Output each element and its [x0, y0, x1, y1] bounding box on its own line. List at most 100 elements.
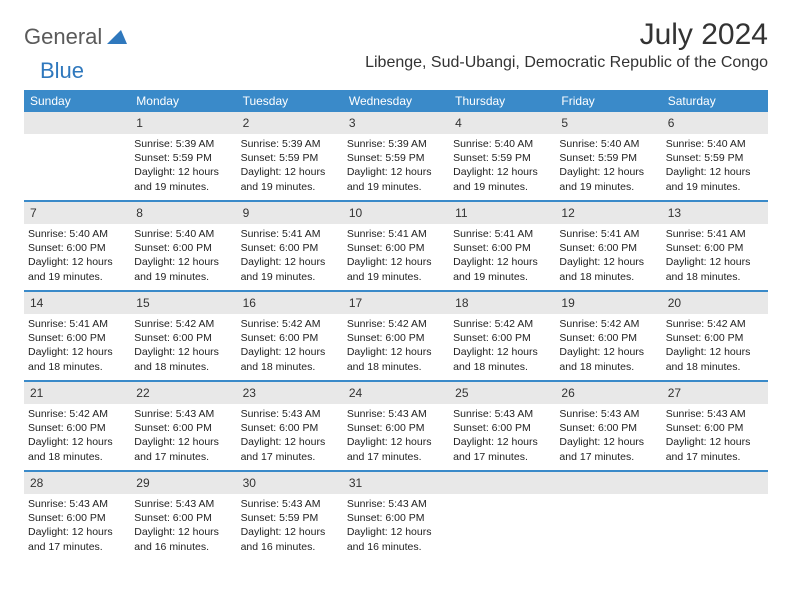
day-number-stripe: 12 [555, 202, 661, 224]
day-cell: 9 Sunrise: 5:41 AMSunset: 6:00 PMDaylight… [237, 202, 343, 290]
day-info: Sunrise: 5:40 AMSunset: 6:00 PMDaylight:… [134, 227, 232, 284]
day-cell: . [555, 472, 661, 560]
day-info: Sunrise: 5:42 AMSunset: 6:00 PMDaylight:… [28, 407, 126, 464]
day-cell: 1 Sunrise: 5:39 AMSunset: 5:59 PMDaylight… [130, 112, 236, 200]
day-cell: . [449, 472, 555, 560]
day-info: Sunrise: 5:41 AMSunset: 6:00 PMDaylight:… [241, 227, 339, 284]
day-number: 28 [30, 476, 43, 490]
day-cell: 2Sunrise: 5:39 AMSunset: 5:59 PMDaylight… [237, 112, 343, 200]
dow-fri: Friday [555, 90, 661, 112]
day-info: Sunrise: 5:43 AMSunset: 6:00 PMDaylight:… [134, 407, 232, 464]
day-number-stripe: 22 [130, 382, 236, 404]
day-number: 22 [136, 386, 149, 400]
dow-mon: Monday [130, 90, 236, 112]
day-info: Sunrise: 5:41 AMSunset: 6:00 PMDaylight:… [347, 227, 445, 284]
day-number-stripe: 24 [343, 382, 449, 404]
day-cell: 12 Sunrise: 5:41 AMSunset: 6:00 PMDayligh… [555, 202, 661, 290]
day-number: 25 [455, 386, 468, 400]
day-number: 3 [349, 116, 356, 130]
weeks-container: . 1 Sunrise: 5:39 AMSunset: 5:59 PMDayligh… [24, 112, 768, 560]
day-number-stripe: 4 [449, 112, 555, 134]
week-row: . 1 Sunrise: 5:39 AMSunset: 5:59 PMDayligh… [24, 112, 768, 202]
dow-tue: Tuesday [237, 90, 343, 112]
day-number-stripe: 5 [555, 112, 661, 134]
day-number-stripe: 16 [237, 292, 343, 314]
day-cell: 10Sunrise: 5:41 AMSunset: 6:00 PMDayligh… [343, 202, 449, 290]
day-number: 5 [561, 116, 568, 130]
month-title: July 2024 [365, 18, 768, 52]
day-cell: 5 Sunrise: 5:40 AMSunset: 5:59 PMDaylight… [555, 112, 661, 200]
day-number-stripe: 18 [449, 292, 555, 314]
dow-thu: Thursday [449, 90, 555, 112]
day-number: 7 [30, 206, 37, 220]
day-cell: 24Sunrise: 5:43 AMSunset: 6:00 PMDayligh… [343, 382, 449, 470]
calendar-page: General July 2024 Libenge, Sud-Ubangi, D… [0, 0, 792, 560]
day-cell: . [662, 472, 768, 560]
day-number: 29 [136, 476, 149, 490]
dow-sun: Sunday [24, 90, 130, 112]
day-number: 31 [349, 476, 362, 490]
day-cell: 21 Sunrise: 5:42 AMSunset: 6:00 PMDayligh… [24, 382, 130, 470]
day-cell: 29 Sunrise: 5:43 AMSunset: 6:00 PMDayligh… [130, 472, 236, 560]
day-number-stripe: 6 [662, 112, 768, 134]
day-number: 21 [30, 386, 43, 400]
day-number-stripe: 7 [24, 202, 130, 224]
week-row: 21 Sunrise: 5:42 AMSunset: 6:00 PMDayligh… [24, 382, 768, 472]
day-cell: . [24, 112, 130, 200]
day-info: Sunrise: 5:43 AMSunset: 6:00 PMDaylight:… [134, 497, 232, 554]
brand-word2: Blue [40, 58, 84, 84]
day-number: 30 [243, 476, 256, 490]
day-info: Sunrise: 5:40 AMSunset: 5:59 PMDaylight:… [559, 137, 657, 194]
day-cell: 7Sunrise: 5:40 AMSunset: 6:00 PMDaylight… [24, 202, 130, 290]
day-number: 20 [668, 296, 681, 310]
day-number: 14 [30, 296, 43, 310]
day-info: Sunrise: 5:43 AMSunset: 5:59 PMDaylight:… [241, 497, 339, 554]
day-cell: 11Sunrise: 5:41 AMSunset: 6:00 PMDayligh… [449, 202, 555, 290]
day-number: 8 [136, 206, 143, 220]
day-cell: 31Sunrise: 5:43 AMSunset: 6:00 PMDayligh… [343, 472, 449, 560]
day-number-stripe: 15 [130, 292, 236, 314]
day-number-stripe: . [555, 472, 661, 494]
day-cell: 6 Sunrise: 5:40 AMSunset: 5:59 PMDaylight… [662, 112, 768, 200]
day-info: Sunrise: 5:43 AMSunset: 6:00 PMDaylight:… [666, 407, 764, 464]
day-cell: 23Sunrise: 5:43 AMSunset: 6:00 PMDayligh… [237, 382, 343, 470]
day-info: Sunrise: 5:40 AMSunset: 5:59 PMDaylight:… [453, 137, 551, 194]
day-number: 9 [243, 206, 250, 220]
day-number-stripe: 25 [449, 382, 555, 404]
day-info: Sunrise: 5:42 AMSunset: 6:00 PMDaylight:… [134, 317, 232, 374]
day-cell: 8 Sunrise: 5:40 AMSunset: 6:00 PMDaylight… [130, 202, 236, 290]
day-number: 27 [668, 386, 681, 400]
day-number-stripe: 8 [130, 202, 236, 224]
day-info: Sunrise: 5:42 AMSunset: 6:00 PMDaylight:… [241, 317, 339, 374]
day-number: 6 [668, 116, 675, 130]
day-number: 26 [561, 386, 574, 400]
calendar-grid: Sunday Monday Tuesday Wednesday Thursday… [24, 90, 768, 560]
day-info: Sunrise: 5:41 AMSunset: 6:00 PMDaylight:… [28, 317, 126, 374]
day-number-stripe: 27 [662, 382, 768, 404]
day-info: Sunrise: 5:40 AMSunset: 5:59 PMDaylight:… [666, 137, 764, 194]
day-cell: 3Sunrise: 5:39 AMSunset: 5:59 PMDaylight… [343, 112, 449, 200]
day-cell: 16 Sunrise: 5:42 AMSunset: 6:00 PMDayligh… [237, 292, 343, 380]
day-info: Sunrise: 5:43 AMSunset: 6:00 PMDaylight:… [28, 497, 126, 554]
day-info: Sunrise: 5:39 AMSunset: 5:59 PMDaylight:… [241, 137, 339, 194]
day-number-stripe: 11 [449, 202, 555, 224]
day-number-stripe: 26 [555, 382, 661, 404]
title-block: July 2024 Libenge, Sud-Ubangi, Democrati… [365, 18, 768, 72]
day-cell: 20 Sunrise: 5:42 AMSunset: 6:00 PMDayligh… [662, 292, 768, 380]
day-number-stripe: 20 [662, 292, 768, 314]
day-number-stripe: 3 [343, 112, 449, 134]
day-number: 1 [136, 116, 143, 130]
day-number: 12 [561, 206, 574, 220]
day-number-stripe: 28 [24, 472, 130, 494]
week-row: 28 Sunrise: 5:43 AMSunset: 6:00 PMDayligh… [24, 472, 768, 560]
day-cell: 26 Sunrise: 5:43 AMSunset: 6:00 PMDayligh… [555, 382, 661, 470]
day-number-stripe: 9 [237, 202, 343, 224]
day-number-stripe: . [662, 472, 768, 494]
day-cell: 17Sunrise: 5:42 AMSunset: 6:00 PMDayligh… [343, 292, 449, 380]
day-info: Sunrise: 5:41 AMSunset: 6:00 PMDaylight:… [559, 227, 657, 284]
day-info: Sunrise: 5:39 AMSunset: 5:59 PMDaylight:… [134, 137, 232, 194]
day-info: Sunrise: 5:43 AMSunset: 6:00 PMDaylight:… [559, 407, 657, 464]
day-cell: 28 Sunrise: 5:43 AMSunset: 6:00 PMDayligh… [24, 472, 130, 560]
day-number: 4 [455, 116, 462, 130]
day-info: Sunrise: 5:42 AMSunset: 6:00 PMDaylight:… [666, 317, 764, 374]
